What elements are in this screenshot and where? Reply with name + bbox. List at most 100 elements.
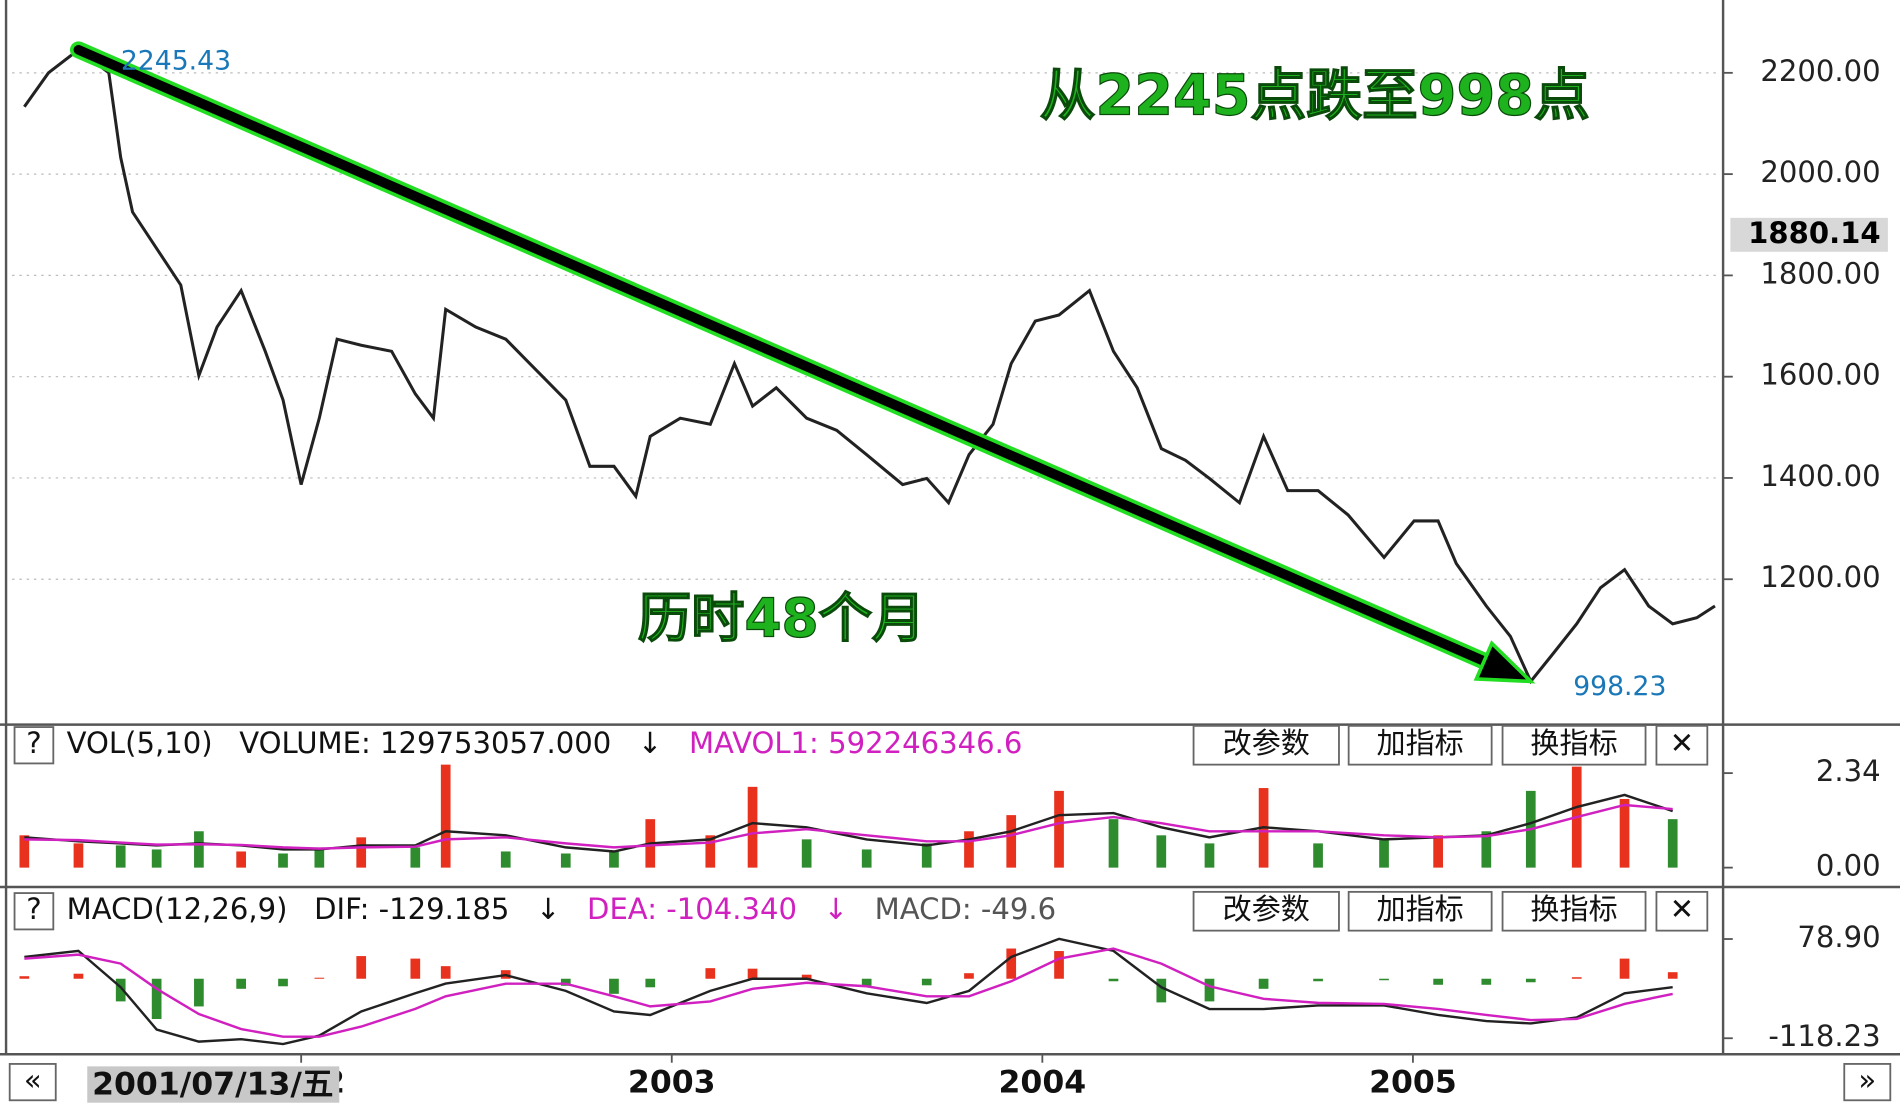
- macd-bar: [1258, 978, 1269, 989]
- panel-button[interactable]: [1192, 890, 1340, 932]
- indicator-line: [24, 803, 1673, 850]
- macd-bar: [1667, 972, 1678, 979]
- macd-bar: [645, 978, 656, 988]
- volume-bar: [705, 835, 716, 868]
- volume-bar: [1006, 815, 1017, 868]
- panel-0: 1200.00 1400.00 1600.00 1800.00 2000.00 2200.…: [12, 41, 1888, 1100]
- macd-bar: [440, 966, 451, 979]
- panel-button[interactable]: [1655, 890, 1709, 932]
- macd-bar: [560, 978, 571, 986]
- macd-bar: [861, 978, 872, 986]
- price-line: [23, 47, 1716, 685]
- cursor-date-box: [87, 1066, 340, 1103]
- arrow-head: [1473, 640, 1536, 684]
- macd-bar: [801, 974, 812, 979]
- panel-button[interactable]: [1347, 890, 1493, 932]
- macd-bar: [1379, 978, 1389, 981]
- indicator-readout: ↓: [536, 892, 560, 926]
- volume-bar: [356, 837, 367, 868]
- macd-bar: [1108, 978, 1119, 982]
- indicator-readouts: VOL(5,10) VOLUME: 129753057.000 ↓ MAVOL1: 5…: [67, 726, 1023, 760]
- panel-button[interactable]: [1501, 890, 1647, 932]
- indicator-readout: ↓: [824, 892, 848, 926]
- help-button-label[interactable]: ?: [26, 892, 41, 926]
- volume-bar: [73, 843, 84, 868]
- panel-button[interactable]: [1501, 724, 1647, 766]
- volume-bar: [440, 764, 451, 868]
- panel-button-label[interactable]: 换指标: [1530, 892, 1617, 926]
- scroll-left-button[interactable]: [8, 1063, 57, 1102]
- last-price-label: 1880.14: [1748, 216, 1880, 250]
- help-button-label[interactable]: ?: [26, 726, 41, 760]
- macd-bar: [921, 978, 932, 986]
- volume-bar: [560, 853, 571, 868]
- panel-button-label[interactable]: 换指标: [1530, 726, 1617, 760]
- annotation-title: 从2245点跌至998点: [1040, 64, 1590, 129]
- volume-bar: [500, 851, 511, 868]
- macd-bar: [1054, 951, 1064, 979]
- scroll-right-button[interactable]: [1843, 1063, 1892, 1102]
- macd-bar: [747, 968, 758, 979]
- annotation-duration: 历时48个月: [638, 587, 925, 649]
- volume-bar: [19, 835, 30, 868]
- indicator-line: [24, 947, 1673, 1038]
- indicator-readout: DEA: -104.340: [587, 892, 797, 926]
- volume-bar: [1667, 819, 1678, 868]
- macd-bar: [151, 978, 162, 1020]
- min-label: 998.23: [1573, 671, 1666, 702]
- cursor-date: 2001/07/13/五: [92, 1067, 333, 1103]
- volume-bar: [151, 849, 162, 868]
- help-button[interactable]: [13, 726, 55, 765]
- volume-bar: [1619, 798, 1630, 868]
- indicator-readout: ↓: [638, 726, 662, 760]
- macd-bar: [236, 978, 246, 989]
- scroll-left-label[interactable]: «: [24, 1063, 42, 1097]
- panel-button-label[interactable]: 改参数: [1223, 726, 1310, 760]
- x-tick-label: 2003: [628, 1064, 716, 1100]
- volume-bar: [1108, 819, 1119, 868]
- macd-bar: [964, 973, 974, 979]
- trend-arrow: [69, 41, 1536, 684]
- y-tick-label: 78.90: [1797, 920, 1880, 954]
- macd-bar: [1433, 978, 1443, 985]
- indicator-line: [24, 793, 1674, 853]
- indicator-readout: VOLUME: 129753057.000: [239, 726, 611, 760]
- panel-button-label[interactable]: 加指标: [1377, 892, 1464, 926]
- macd-bar: [19, 976, 30, 979]
- volume-bar: [921, 843, 932, 868]
- volume-bar: [194, 831, 204, 868]
- volume-bar: [964, 831, 974, 868]
- macd-bar: [1525, 978, 1536, 983]
- scroll-right-label[interactable]: »: [1858, 1063, 1876, 1097]
- indicator-readout: MACD: -49.6: [875, 892, 1056, 926]
- panel-1: 0.00 2.34? VOL(5,10) VOLUME: 129753057.000 ↓…: [13, 724, 1881, 883]
- max-label: 2245.43: [121, 45, 231, 76]
- volume-bar: [1379, 839, 1389, 868]
- y-tick-label: -118.23: [1768, 1019, 1880, 1053]
- macd-bar: [194, 978, 204, 1007]
- panel-button[interactable]: [1347, 724, 1493, 766]
- panel-button-label[interactable]: 加指标: [1377, 726, 1464, 760]
- macd-bar: [1619, 958, 1630, 979]
- macd-bar: [115, 978, 126, 1002]
- macd-bar: [278, 978, 288, 987]
- panel-button-label[interactable]: 改参数: [1223, 892, 1310, 926]
- help-button[interactable]: [13, 892, 55, 931]
- volume-bar: [609, 851, 619, 868]
- macd-bar: [410, 958, 421, 979]
- macd-bar: [1571, 977, 1582, 979]
- indicator-readout: MAVOL1: 592246346.6: [689, 726, 1022, 760]
- y-tick-label: 1400.00: [1760, 459, 1880, 493]
- y-tick-label: 2200.00: [1760, 54, 1880, 88]
- indicator-line: [24, 937, 1673, 1046]
- arrow-shaft: [73, 44, 1503, 672]
- panel-button-label[interactable]: ✕: [1670, 892, 1694, 926]
- panel-button[interactable]: [1192, 724, 1340, 766]
- y-tick-label: 0.00: [1816, 849, 1881, 883]
- volume-bar: [1204, 843, 1215, 868]
- panel-button-label[interactable]: ✕: [1670, 726, 1694, 760]
- panel-button[interactable]: [1655, 724, 1709, 766]
- x-tick-label: 2005: [1369, 1064, 1457, 1100]
